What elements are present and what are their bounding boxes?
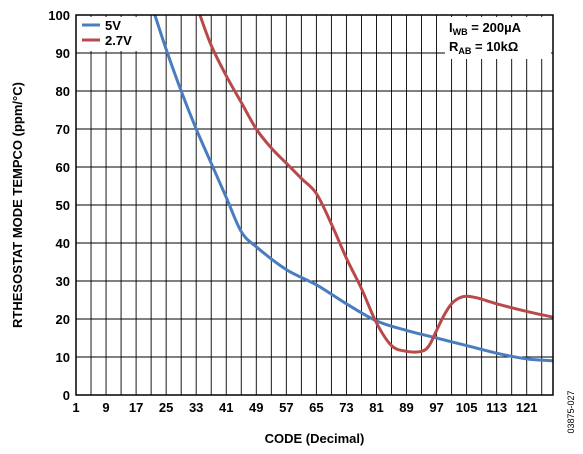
grid <box>76 15 553 395</box>
annotation-rab-symbol: R <box>449 39 459 54</box>
y-tick-label: 30 <box>56 274 70 289</box>
x-tick-label: 97 <box>429 400 443 415</box>
annotation-box <box>445 17 551 59</box>
x-tick-label: 81 <box>369 400 383 415</box>
series-line-2-7v <box>198 15 553 354</box>
x-tick-label: 1 <box>72 400 79 415</box>
legend: 5V 2.7V <box>79 17 139 51</box>
y-tick-label: 20 <box>56 312 70 327</box>
annotation-rab-value: = 10kΩ <box>471 39 518 54</box>
y-tick-label: 60 <box>56 160 70 175</box>
x-tick-label: 105 <box>456 400 478 415</box>
plot-frame <box>75 14 554 396</box>
annotation-iwb-subscript: WB <box>453 27 468 37</box>
x-tick-label: 33 <box>189 400 203 415</box>
x-axis-title: CODE (Decimal) <box>265 431 365 446</box>
x-tick-label: 89 <box>399 400 413 415</box>
y-axis-title: RTHESOSTAT MODE TEMPCO (ppm/°C) <box>10 82 25 328</box>
plot-lines <box>153 15 553 363</box>
legend-label-2-7v: 2.7V <box>105 33 132 48</box>
y-tick-label: 90 <box>56 46 70 61</box>
annotation-iwb: IWB = 200µA <box>449 20 522 37</box>
x-tick-label: 41 <box>219 400 233 415</box>
annotation-iwb-symbol: I <box>449 20 453 35</box>
x-tick-label: 9 <box>102 400 109 415</box>
y-tick-label: 40 <box>56 236 70 251</box>
conditions-annotation: IWB = 200µA RAB = 10kΩ <box>445 17 551 59</box>
legend-label-5v: 5V <box>105 18 121 33</box>
annotation-rab: RAB = 10kΩ <box>449 39 518 56</box>
figure-id: 03875-027 <box>566 390 576 433</box>
x-tick-label: 121 <box>516 400 538 415</box>
annotation-rab-subscript: AB <box>458 46 471 56</box>
series-line-5v <box>153 15 553 363</box>
legend-box <box>79 17 139 51</box>
y-tick-label: 100 <box>48 8 70 23</box>
x-tick-label: 65 <box>309 400 323 415</box>
x-tick-labels: 1 9 17 25 33 41 49 57 65 73 81 89 97 105 113 121 <box>72 400 537 415</box>
x-tick-label: 25 <box>159 400 173 415</box>
x-tick-label: 113 <box>486 400 507 415</box>
x-tick-label: 17 <box>129 400 143 415</box>
x-tick-label: 73 <box>339 400 353 415</box>
x-tick-label: 57 <box>279 400 293 415</box>
y-tick-label: 10 <box>56 350 70 365</box>
y-tick-label: 70 <box>56 122 70 137</box>
annotation-iwb-value: = 200µA <box>468 20 522 35</box>
y-tick-labels: 0 10 20 30 40 50 60 70 80 90 100 <box>48 8 70 403</box>
y-tick-label: 0 <box>63 388 70 403</box>
y-tick-label: 80 <box>56 84 70 99</box>
x-tick-label: 49 <box>249 400 263 415</box>
y-tick-label: 50 <box>56 198 70 213</box>
